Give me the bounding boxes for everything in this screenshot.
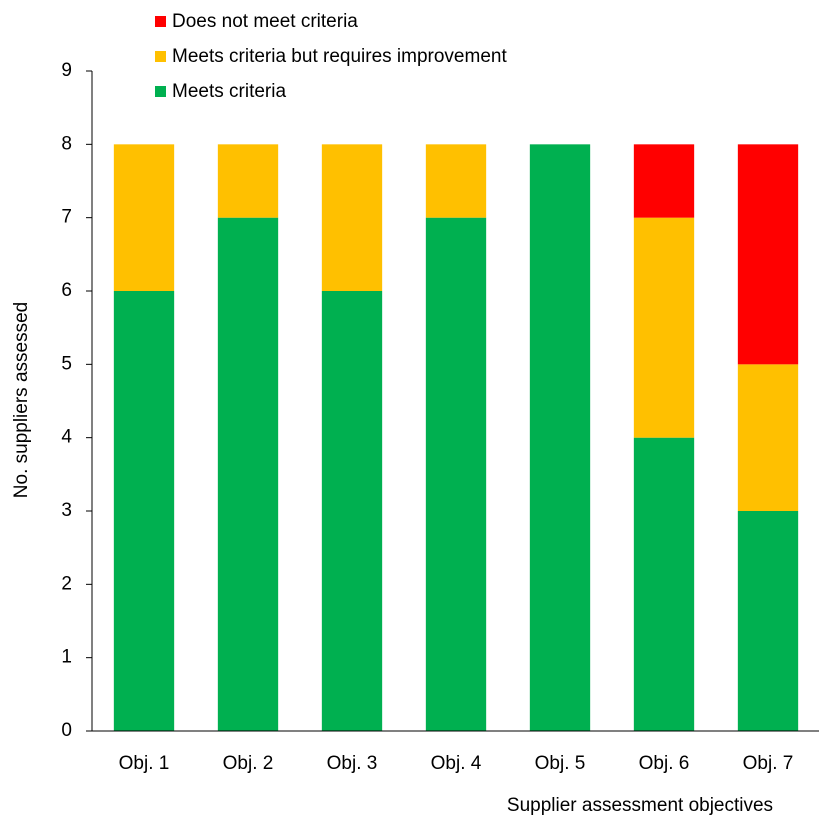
x-tick-label: Obj. 4 xyxy=(431,753,482,774)
bar-segment xyxy=(633,144,695,218)
y-tick-label: 5 xyxy=(61,353,72,374)
y-tick-label: 3 xyxy=(61,500,72,521)
bar-segment xyxy=(633,437,695,731)
legend-swatch xyxy=(155,51,166,62)
bar-segment xyxy=(425,144,487,218)
bar-segment xyxy=(737,144,799,365)
x-tick-label: Obj. 2 xyxy=(223,753,274,774)
x-tick-label: Obj. 6 xyxy=(639,753,690,774)
bar-segment xyxy=(321,291,383,731)
bar-segment xyxy=(737,511,799,731)
bar-segment xyxy=(217,144,279,218)
y-tick-label: 7 xyxy=(61,207,72,228)
y-tick-label: 6 xyxy=(61,280,72,301)
x-tick-label: Obj. 3 xyxy=(327,753,378,774)
bar-segment xyxy=(321,144,383,291)
bar-segment xyxy=(425,217,487,731)
y-tick-label: 8 xyxy=(61,133,72,154)
legend-swatch xyxy=(155,86,166,97)
legend-label: Meets criteria but requires improvement xyxy=(172,46,507,67)
bar-segment xyxy=(217,217,279,731)
legend-label: Does not meet criteria xyxy=(172,11,358,32)
y-tick-label: 0 xyxy=(61,720,72,741)
y-axis-title: No. suppliers assessed xyxy=(11,302,32,498)
x-tick-label: Obj. 5 xyxy=(535,753,586,774)
x-axis-title: Supplier assessment objectives xyxy=(507,795,773,816)
legend-swatch xyxy=(155,16,166,27)
y-tick-label: 1 xyxy=(61,647,72,668)
y-tick-label: 9 xyxy=(61,60,72,81)
bar-segment xyxy=(633,217,695,438)
bar-segment xyxy=(529,144,591,732)
x-tick-label: Obj. 1 xyxy=(119,753,170,774)
bar-segment xyxy=(113,144,175,291)
x-tick-label: Obj. 7 xyxy=(743,753,794,774)
bar-segment xyxy=(113,291,175,731)
bar-segment xyxy=(737,364,799,511)
y-tick-label: 2 xyxy=(61,573,72,594)
y-tick-label: 4 xyxy=(61,427,72,448)
legend-label: Meets criteria xyxy=(172,81,286,102)
